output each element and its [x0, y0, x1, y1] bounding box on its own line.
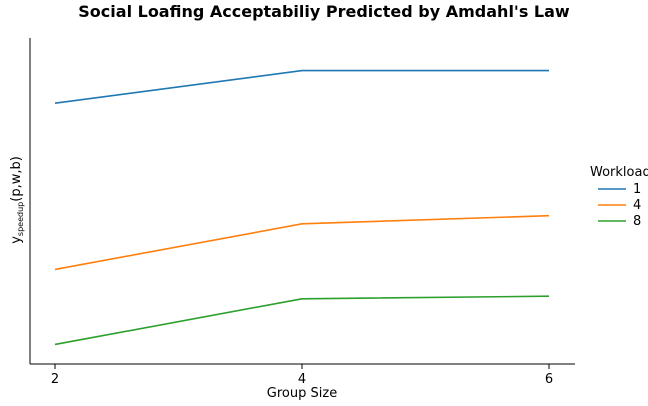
series-line-workload-8: [54, 295, 550, 346]
legend-label-1: 1: [633, 182, 641, 197]
legend-label-8: 8: [633, 214, 641, 229]
legend-items: 148: [598, 182, 641, 229]
legend: Workload 148: [590, 165, 648, 229]
x-tick-label: 2: [51, 372, 59, 387]
y-axis-label-base: y: [9, 236, 24, 244]
legend-title: Workload: [590, 165, 648, 180]
plot-area: 2 4 6: [29, 38, 575, 387]
series-line-workload-4: [54, 214, 550, 271]
x-tick-label: 6: [545, 372, 553, 387]
x-ticks: 2 4 6: [51, 364, 553, 387]
legend-label-4: 4: [633, 198, 641, 213]
x-tick-label: 4: [298, 372, 306, 387]
y-axis-label-subscript: speedup: [16, 202, 25, 236]
series-line-workload-1: [54, 69, 549, 104]
chart-title: Social Loafing Acceptabiliy Predicted by…: [78, 2, 570, 21]
y-axis-label: yspeedup(p,w,b): [9, 156, 25, 244]
series-lines: [54, 69, 550, 346]
y-axis-label-suffix: (p,w,b): [9, 156, 24, 202]
x-axis-label: Group Size: [267, 386, 337, 401]
